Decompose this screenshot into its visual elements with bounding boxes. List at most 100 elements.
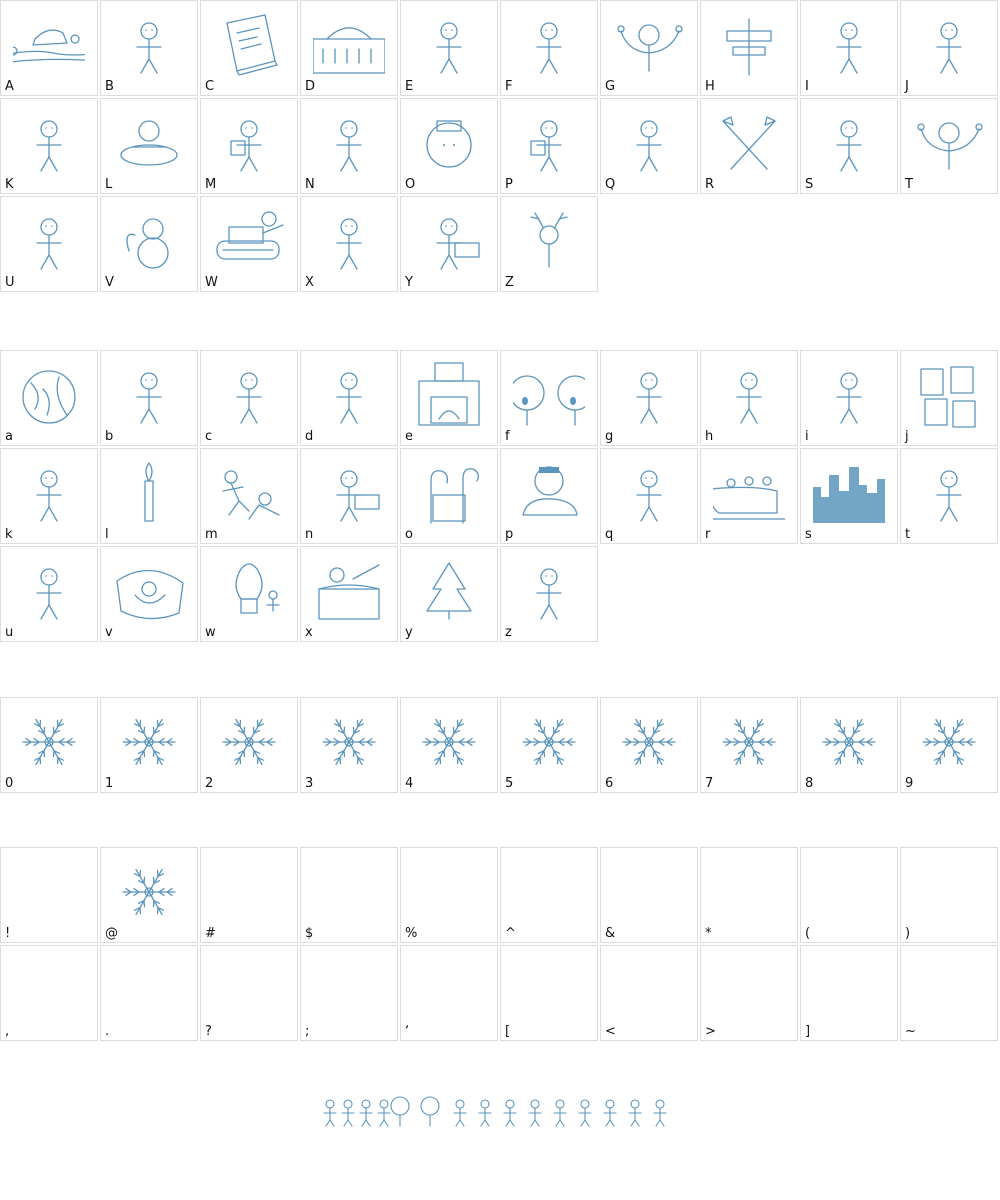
glyph-cell[interactable]: 7: [700, 697, 798, 793]
glyph-cell[interactable]: c: [200, 350, 298, 446]
glyph-cell[interactable]: ~: [900, 945, 998, 1041]
glyph-cell[interactable]: >: [700, 945, 798, 1041]
glyph-label: i: [805, 429, 809, 444]
glyph-cell[interactable]: p: [500, 448, 598, 544]
glyph-cell[interactable]: e: [400, 350, 498, 446]
glyph-cell[interactable]: [: [500, 945, 598, 1041]
glyph-cell[interactable]: 4: [400, 697, 498, 793]
glyph-cell[interactable]: h: [700, 350, 798, 446]
glyph-cell[interactable]: ‘: [400, 945, 498, 1041]
glyph-cell[interactable]: ^: [500, 847, 598, 943]
glyph-cell[interactable]: B: [100, 0, 198, 96]
glyph-label: 7: [705, 776, 714, 791]
glyph-cell[interactable]: Z: [500, 196, 598, 292]
glyph-label: ,: [5, 1024, 10, 1039]
glyph-cell[interactable]: $: [300, 847, 398, 943]
glyph-cell[interactable]: I: [800, 0, 898, 96]
glyph-cell[interactable]: R: [700, 98, 798, 194]
glyph-cell[interactable]: N: [300, 98, 398, 194]
glyph-cell[interactable]: ]: [800, 945, 898, 1041]
glyph-label: 4: [405, 776, 414, 791]
glyph-cell[interactable]: r: [700, 448, 798, 544]
glyph-cell[interactable]: X: [300, 196, 398, 292]
stick-figure-icon: [136, 372, 162, 424]
stick-figure-icon: [636, 372, 662, 424]
glyph-cell[interactable]: D: [300, 0, 398, 96]
glyph-cell[interactable]: q: [600, 448, 698, 544]
glyph-cell[interactable]: ,: [0, 945, 98, 1041]
glyph-cell[interactable]: A: [0, 0, 98, 96]
glyph-cell[interactable]: d: [300, 350, 398, 446]
glyph-cell[interactable]: w: [200, 546, 298, 642]
stick-figure-icon: [436, 22, 462, 74]
glyph-cell[interactable]: b: [100, 350, 198, 446]
glyph-cell[interactable]: P: [500, 98, 598, 194]
glyph-cell[interactable]: a: [0, 350, 98, 446]
glyph-cell[interactable]: 2: [200, 697, 298, 793]
glyph-cell[interactable]: J: [900, 0, 998, 96]
glyph-cell[interactable]: F: [500, 0, 598, 96]
glyph-cell[interactable]: M: [200, 98, 298, 194]
sleigh-icon: [713, 476, 785, 520]
glyph-cell[interactable]: .: [100, 945, 198, 1041]
glyph-cell[interactable]: %: [400, 847, 498, 943]
glyph-cell[interactable]: H: [700, 0, 798, 96]
glyph-cell[interactable]: 1: [100, 697, 198, 793]
glyph-cell[interactable]: 5: [500, 697, 598, 793]
figures-playing-icon: [222, 470, 280, 520]
stick-figure-icon: [336, 372, 362, 424]
glyph-cell[interactable]: 0: [0, 697, 98, 793]
glyph-cell[interactable]: 6: [600, 697, 698, 793]
candy-canes-icon: [430, 468, 479, 524]
glyph-cell[interactable]: y: [400, 546, 498, 642]
glyph-cell[interactable]: 9: [900, 697, 998, 793]
glyph-cell[interactable]: C: [200, 0, 298, 96]
glyph-cell[interactable]: !: [0, 847, 98, 943]
glyph-cell[interactable]: j: [900, 350, 998, 446]
stick-figure-icon: [36, 218, 62, 270]
glyph-cell[interactable]: k: [0, 448, 98, 544]
glyph-cell[interactable]: (: [800, 847, 898, 943]
glyph-cell[interactable]: g: [600, 350, 698, 446]
glyph-cell[interactable]: T: [900, 98, 998, 194]
glyph-cell[interactable]: z: [500, 546, 598, 642]
glyph-cell[interactable]: *: [700, 847, 798, 943]
glyph-cell[interactable]: 3: [300, 697, 398, 793]
glyph-cell[interactable]: n: [300, 448, 398, 544]
glyph-cell[interactable]: i: [800, 350, 898, 446]
glyph-cell[interactable]: L: [100, 98, 198, 194]
glyph-label: 0: [5, 776, 14, 791]
glyph-cell[interactable]: @: [100, 847, 198, 943]
glyph-cell[interactable]: 8: [800, 697, 898, 793]
snowflake-icon: [222, 718, 276, 766]
glyph-cell[interactable]: <: [600, 945, 698, 1041]
glyph-cell[interactable]: l: [100, 448, 198, 544]
glyph-cell[interactable]: V: [100, 196, 198, 292]
glyph-cell[interactable]: Q: [600, 98, 698, 194]
glyph-cell[interactable]: Y: [400, 196, 498, 292]
glyph-cell[interactable]: U: [0, 196, 98, 292]
glyph-label: <: [605, 1024, 616, 1039]
glyph-label: *: [705, 926, 712, 941]
glyph-cell[interactable]: v: [100, 546, 198, 642]
glyph-cell[interactable]: ): [900, 847, 998, 943]
glyph-cell[interactable]: o: [400, 448, 498, 544]
stick-figure-icon: [36, 568, 62, 620]
glyph-cell[interactable]: G: [600, 0, 698, 96]
snowflake-icon: [322, 718, 376, 766]
glyph-cell[interactable]: #: [200, 847, 298, 943]
glyph-cell[interactable]: W: [200, 196, 298, 292]
glyph-cell[interactable]: O: [400, 98, 498, 194]
glyph-cell[interactable]: K: [0, 98, 98, 194]
glyph-cell[interactable]: E: [400, 0, 498, 96]
glyph-cell[interactable]: u: [0, 546, 98, 642]
glyph-cell[interactable]: S: [800, 98, 898, 194]
glyph-cell[interactable]: m: [200, 448, 298, 544]
glyph-cell[interactable]: &: [600, 847, 698, 943]
glyph-cell[interactable]: f: [500, 350, 598, 446]
glyph-cell[interactable]: s: [800, 448, 898, 544]
glyph-cell[interactable]: ;: [300, 945, 398, 1041]
glyph-cell[interactable]: t: [900, 448, 998, 544]
glyph-cell[interactable]: x: [300, 546, 398, 642]
glyph-cell[interactable]: ?: [200, 945, 298, 1041]
